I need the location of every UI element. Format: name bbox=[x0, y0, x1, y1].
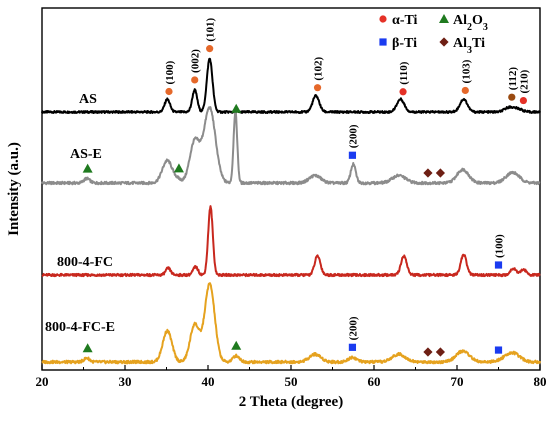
phase-marker-triangle bbox=[231, 340, 242, 350]
hkl-label: (100) bbox=[494, 234, 506, 258]
hkl-label: (200) bbox=[347, 124, 359, 148]
legend-label: β-Ti bbox=[392, 36, 417, 51]
hkl-label: (200) bbox=[347, 316, 359, 340]
hkl-label: (103) bbox=[460, 59, 472, 83]
x-tick-label: 40 bbox=[202, 374, 215, 389]
phase-marker-circle bbox=[399, 88, 407, 96]
hkl-label: (110) bbox=[398, 61, 410, 85]
phase-marker-triangle bbox=[231, 103, 242, 113]
hkl-label: (102) bbox=[313, 57, 325, 81]
hkl-label: (100) bbox=[164, 60, 176, 84]
x-tick-label: 80 bbox=[534, 374, 547, 389]
legend-circle-icon bbox=[379, 15, 387, 23]
phase-marker-triangle bbox=[82, 163, 93, 173]
series-label: AS bbox=[79, 92, 97, 107]
series-label: 800-4-FC bbox=[57, 255, 113, 270]
y-axis-label: Intensity (a.u.) bbox=[6, 142, 22, 236]
phase-marker-circle bbox=[313, 84, 322, 92]
phase-marker-square bbox=[494, 346, 503, 354]
series-label: 800-4-FC-E bbox=[45, 320, 115, 335]
legend-label: α-Ti bbox=[392, 13, 418, 28]
series-line-800-4-fc bbox=[41, 205, 541, 278]
phase-marker-circle bbox=[206, 45, 214, 53]
legend-triangle-icon bbox=[439, 14, 449, 23]
series-label: AS-E bbox=[70, 147, 102, 162]
legend-square-icon bbox=[379, 38, 387, 46]
x-axis-label: 2 Theta (degree) bbox=[239, 394, 343, 410]
x-tick-label: 20 bbox=[36, 374, 49, 389]
hkl-label: (112) bbox=[507, 67, 519, 91]
x-axis-ticks: 20 30 40 50 60 70 80 bbox=[36, 365, 547, 389]
phase-marker-square bbox=[348, 343, 357, 351]
phase-marker-diamond bbox=[423, 168, 433, 178]
x-tick-label: 30 bbox=[119, 374, 132, 389]
phase-marker-square bbox=[348, 151, 357, 159]
phase-marker-triangle bbox=[173, 163, 184, 173]
series-traces bbox=[41, 57, 541, 365]
series-line-as-e bbox=[41, 106, 541, 186]
legend-label: Al3Ti bbox=[453, 36, 485, 56]
hkl-label: (210) bbox=[518, 69, 530, 93]
phase-marker-triangle bbox=[82, 343, 93, 353]
legend: α-Ti Al2O3 β-Ti Al3Ti bbox=[379, 13, 488, 56]
legend-label: Al2O3 bbox=[453, 13, 488, 33]
x-tick-label: 70 bbox=[451, 374, 464, 389]
x-tick-label: 60 bbox=[368, 374, 381, 389]
phase-marker-circle bbox=[191, 76, 199, 84]
phase-marker-square bbox=[494, 261, 503, 269]
phase-marker-circle bbox=[508, 93, 516, 101]
hkl-label: (101) bbox=[205, 17, 217, 41]
legend-diamond-icon bbox=[439, 37, 449, 47]
x-tick-label: 50 bbox=[285, 374, 298, 389]
phase-marker-diamond bbox=[435, 347, 445, 357]
peak-annotations: AS (100) (002)(101) (102) (110) (103) (112) (21… bbox=[45, 17, 530, 357]
phase-marker-circle bbox=[165, 87, 173, 96]
series-line-800-4-fc-e bbox=[41, 282, 541, 365]
phase-marker-diamond bbox=[423, 347, 433, 357]
phase-marker-circle bbox=[519, 96, 528, 105]
phase-marker-circle bbox=[461, 86, 469, 95]
phase-marker-diamond bbox=[435, 168, 445, 178]
series-line-as bbox=[41, 57, 541, 115]
hkl-label: (002) bbox=[190, 49, 202, 73]
